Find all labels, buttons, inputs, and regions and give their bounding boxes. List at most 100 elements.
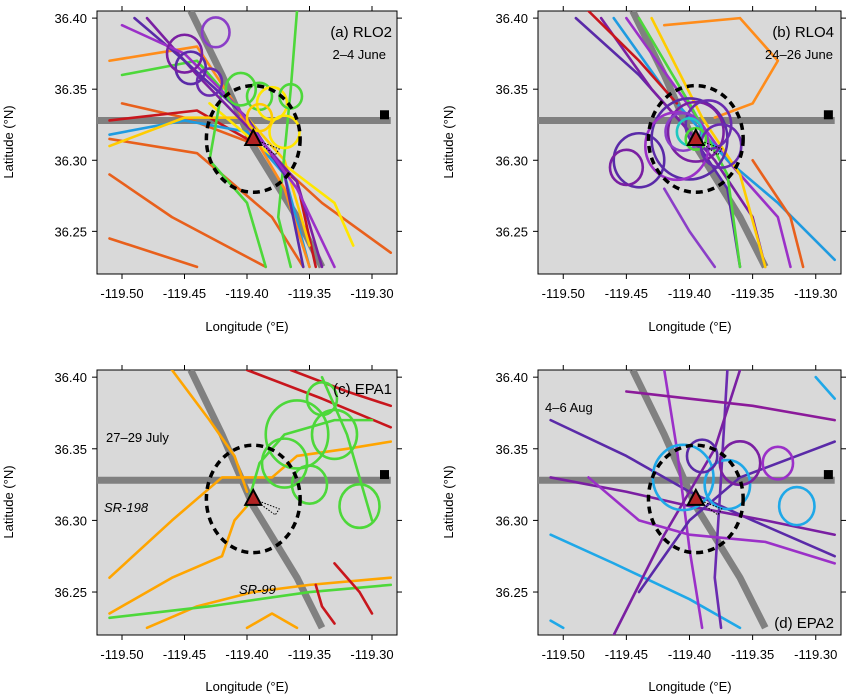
x-axis-label: Longitude (°E) [205, 319, 288, 334]
trajectory-line [662, 370, 704, 630]
trajectories [97, 11, 393, 269]
trajectory-line [333, 562, 374, 615]
x-tick-label: -119.50 [542, 286, 585, 301]
x-tick-label: -119.50 [100, 286, 143, 301]
trajectories [97, 370, 393, 630]
y-tick-label: 36.35 [495, 82, 528, 97]
date-range: 24–26 June [765, 47, 833, 62]
trajectory-line [637, 440, 836, 594]
wind-sector [252, 138, 281, 156]
road-sr99 [187, 370, 326, 630]
y-tick-label: 36.30 [495, 513, 528, 528]
trajectory-loop [305, 381, 339, 417]
x-tick-label: -119.50 [542, 647, 585, 662]
radius-circle [646, 83, 745, 195]
trajectory-loop [224, 71, 258, 107]
trajectory-line [108, 237, 199, 269]
trajectories [538, 370, 836, 635]
y-tick-label: 36.35 [54, 82, 87, 97]
trajectory-line [662, 187, 717, 269]
y-axis-label: Latitude (°N) [441, 465, 456, 538]
trajectory-loop [608, 148, 645, 187]
y-tick-label: 36.35 [495, 442, 528, 457]
trajectory-loop [264, 399, 330, 470]
panel-title: (a) RLO2 [330, 24, 392, 41]
panel-b: -119.50 -119.45 -119.40 -119.35 -119.30 36.25… [441, 6, 846, 334]
x-axis-label: Longitude (°E) [648, 319, 731, 334]
x-tick-label: -119.35 [288, 286, 331, 301]
panel-a: -119.50 -119.45 -119.40 -119.35 -119.30 36.25… [1, 6, 402, 334]
x-tick-label: -119.30 [350, 286, 393, 301]
trajectory-line [120, 59, 268, 269]
date-range: 4–6 Aug [545, 400, 593, 415]
trajectory-line [314, 583, 336, 625]
trajectory-line [587, 11, 679, 105]
x-axis-label: Longitude (°E) [205, 679, 288, 694]
clipped-content [538, 11, 836, 269]
trajectory-loop [699, 123, 743, 169]
wind-sector [695, 498, 723, 516]
trajectories [538, 11, 836, 269]
trajectory-loop [268, 114, 301, 150]
y-tick-label: 36.25 [54, 585, 87, 600]
axis-ticks: -119.50 -119.45 -119.40 -119.35 -119.30 36.25… [54, 6, 402, 301]
x-tick-label: -119.30 [794, 286, 837, 301]
x-tick-label: -119.40 [225, 647, 268, 662]
site-marker [243, 487, 263, 506]
panel-title: (d) EPA2 [774, 615, 834, 632]
trajectory-line [662, 16, 780, 119]
x-tick-label: -119.40 [225, 286, 268, 301]
trajectory-line [245, 370, 393, 429]
trajectory-loop [644, 110, 710, 182]
clipped-content [97, 11, 393, 269]
trajectory-line [245, 418, 374, 508]
x-tick-label: -119.45 [605, 286, 648, 301]
x-tick-label: -119.50 [100, 647, 143, 662]
trajectory-loop [666, 100, 725, 163]
x-tick-label: -119.30 [794, 647, 837, 662]
y-tick-label: 36.25 [495, 224, 528, 239]
trajectory-loop [260, 437, 309, 489]
trajectory-loop [290, 464, 329, 505]
trajectory-line [549, 619, 565, 630]
y-tick-label: 36.30 [54, 153, 87, 168]
y-axis-label: Latitude (°N) [1, 105, 16, 178]
trajectory-line [245, 612, 299, 630]
x-tick-label: -119.45 [605, 647, 648, 662]
site-marker [686, 127, 706, 146]
x-tick-label: -119.30 [350, 647, 393, 662]
clipped-content [538, 370, 836, 635]
site-marker [243, 127, 263, 146]
x-tick-label: -119.35 [288, 647, 331, 662]
reference-point [823, 470, 833, 480]
trajectory-loop [338, 483, 381, 530]
trajectory-loop [612, 131, 666, 189]
reference-point [380, 110, 389, 120]
date-range: 2–4 June [333, 47, 387, 62]
site-marker [686, 487, 706, 506]
trajectory-line [587, 476, 836, 565]
x-tick-label: -119.45 [163, 647, 206, 662]
radius-circle [204, 443, 302, 555]
trajectory-line [549, 533, 742, 630]
panel-title: (b) RLO4 [772, 24, 834, 41]
x-tick-label: -119.40 [668, 647, 711, 662]
axis-ticks: -119.50 -119.45 -119.40 -119.35 -119.30 36.25… [54, 365, 402, 662]
trajectory-line [145, 576, 393, 630]
y-tick-label: 36.40 [54, 11, 87, 26]
trajectory-loop [195, 67, 224, 97]
y-tick-label: 36.35 [54, 442, 87, 457]
trajectory-loop [777, 485, 816, 527]
trajectory-line [108, 504, 249, 615]
radius-circle [204, 83, 302, 195]
trajectory-loop [685, 438, 719, 474]
trajectory-line [625, 390, 836, 422]
trajectory-line [612, 370, 742, 635]
trajectory-loop [703, 458, 752, 511]
axis-ticks: -119.50 -119.45 -119.40 -119.35 -119.30 36.25… [495, 6, 846, 301]
x-tick-label: -119.45 [163, 286, 206, 301]
panel-c: -119.50 -119.45 -119.40 -119.35 -119.30 36.25… [1, 365, 402, 694]
trajectory-line [108, 583, 393, 620]
axis-ticks: -119.50 -119.45 -119.40 -119.35 -119.30 36.25… [495, 365, 846, 662]
y-tick-label: 36.25 [54, 224, 87, 239]
